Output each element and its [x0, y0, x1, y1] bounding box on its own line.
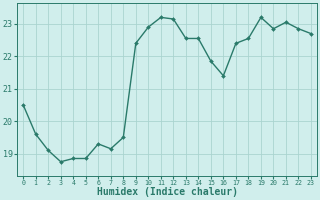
X-axis label: Humidex (Indice chaleur): Humidex (Indice chaleur) — [97, 187, 237, 197]
